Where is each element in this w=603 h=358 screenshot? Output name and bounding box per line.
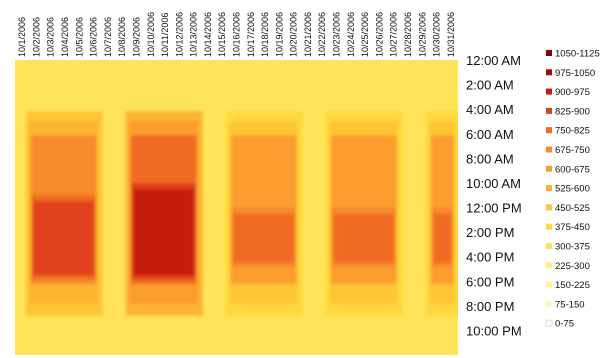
- x-tick-label: 10/30/2006: [432, 12, 442, 57]
- legend-label: 450-525: [555, 203, 590, 214]
- x-tick-label: 10/29/2006: [417, 12, 427, 57]
- x-tick-label: 10/3/2006: [46, 17, 56, 57]
- legend-label: 975-1050: [555, 68, 595, 79]
- x-tick-label: 10/2/2006: [31, 17, 41, 57]
- y-tick-label: 4:00 AM: [466, 102, 514, 117]
- x-tick-label: 10/6/2006: [89, 17, 99, 57]
- y-tick-label: 12:00 AM: [466, 53, 521, 68]
- legend-swatch: [546, 223, 552, 230]
- legend-swatch: [546, 281, 552, 288]
- legend-swatch: [546, 185, 552, 192]
- legend-swatch: [546, 146, 552, 153]
- x-tick-label: 10/19/2006: [274, 12, 284, 57]
- legend-label: 900-975: [555, 87, 590, 98]
- x-tick-label: 10/7/2006: [103, 17, 113, 57]
- y-tick-label: 2:00 PM: [466, 225, 514, 240]
- legend-label: 375-450: [555, 222, 590, 233]
- x-tick-label: 10/8/2006: [117, 17, 127, 57]
- y-tick-label: 8:00 PM: [466, 299, 514, 314]
- x-tick-label: 10/27/2006: [389, 12, 399, 57]
- heatmap-block-2-peak: [233, 213, 294, 263]
- x-tick-label: 10/9/2006: [131, 17, 141, 57]
- x-tick-label: 10/26/2006: [374, 12, 384, 57]
- heatmap-block-4-peak: [433, 213, 451, 263]
- legend-swatch: [546, 88, 552, 95]
- legend-label: 525-600: [555, 184, 590, 195]
- x-tick-label: 10/13/2006: [189, 12, 199, 57]
- legend-swatch: [546, 69, 552, 76]
- x-tick-label: 10/4/2006: [60, 17, 70, 57]
- legend-swatch: [546, 107, 552, 114]
- y-tick-label: 6:00 PM: [466, 274, 514, 289]
- heatmap-block-3-peak: [333, 213, 394, 263]
- legend-swatch: [546, 262, 552, 269]
- legend-swatch: [546, 204, 552, 211]
- legend: 1050-1125 975-1050 900-975 825-900 750-825 67…: [545, 49, 600, 330]
- x-tick-label: 10/20/2006: [289, 12, 299, 57]
- y-tick-label: 12:00 PM: [466, 201, 522, 216]
- x-tick-label: 10/10/2006: [146, 12, 156, 57]
- x-tick-label: 10/31/2006: [446, 12, 456, 57]
- x-tick-label: 10/28/2006: [403, 12, 413, 57]
- y-axis-time-labels: 12:00 AM 2:00 AM 4:00 AM 6:00 AM 8:00 AM 10:0…: [466, 53, 522, 338]
- legend-label: 600-675: [555, 164, 590, 175]
- legend-swatch: [546, 165, 552, 172]
- x-tick-label: 10/15/2006: [217, 12, 227, 57]
- y-tick-label: 4:00 PM: [466, 250, 514, 265]
- x-tick-label: 10/1/2006: [17, 17, 27, 57]
- y-tick-label: 2:00 AM: [466, 78, 514, 93]
- legend-label: 225-300: [555, 261, 590, 272]
- legend-swatch: [546, 300, 552, 307]
- x-tick-label: 10/22/2006: [317, 12, 327, 57]
- x-tick-label: 10/16/2006: [232, 12, 242, 57]
- legend-swatch: [545, 319, 553, 327]
- legend-label: 675-750: [555, 145, 590, 156]
- x-tick-label: 10/23/2006: [332, 12, 342, 57]
- legend-label: 750-825: [555, 126, 590, 137]
- y-tick-label: 10:00 AM: [466, 176, 521, 191]
- x-tick-label: 10/18/2006: [260, 12, 270, 57]
- legend-swatch: [546, 50, 552, 56]
- legend-label: 1050-1125: [555, 49, 600, 60]
- legend-label: 825-900: [555, 106, 590, 117]
- x-tick-label: 10/21/2006: [303, 12, 313, 57]
- legend-swatch: [546, 127, 552, 134]
- x-tick-label: 10/17/2006: [246, 12, 256, 57]
- x-tick-label: 10/25/2006: [360, 12, 370, 57]
- x-tick-label: 10/11/2006: [160, 13, 170, 57]
- legend-label: 75-150: [555, 299, 585, 310]
- y-tick-label: 8:00 AM: [466, 151, 514, 166]
- x-tick-label: 10/14/2006: [203, 12, 213, 57]
- y-tick-label: 6:00 AM: [466, 127, 514, 142]
- x-tick-label: 10/5/2006: [74, 17, 84, 57]
- heatmap-block-1-peak: [133, 189, 194, 276]
- heatmap-block-0-peak: [33, 201, 94, 276]
- legend-label: 150-225: [555, 280, 590, 291]
- x-axis-date-labels: 10/1/2006 10/2/2006 10/3/2006 10/4/2006 10/5…: [17, 12, 456, 57]
- legend-label: 300-375: [555, 242, 590, 253]
- legend-swatch: [546, 243, 552, 249]
- x-tick-label: 10/24/2006: [346, 12, 356, 57]
- legend-label: 0-75: [555, 319, 574, 330]
- heatmap-plot-area: [15, 60, 458, 355]
- x-tick-label: 10/12/2006: [174, 12, 184, 57]
- y-tick-label: 10:00 PM: [466, 323, 522, 338]
